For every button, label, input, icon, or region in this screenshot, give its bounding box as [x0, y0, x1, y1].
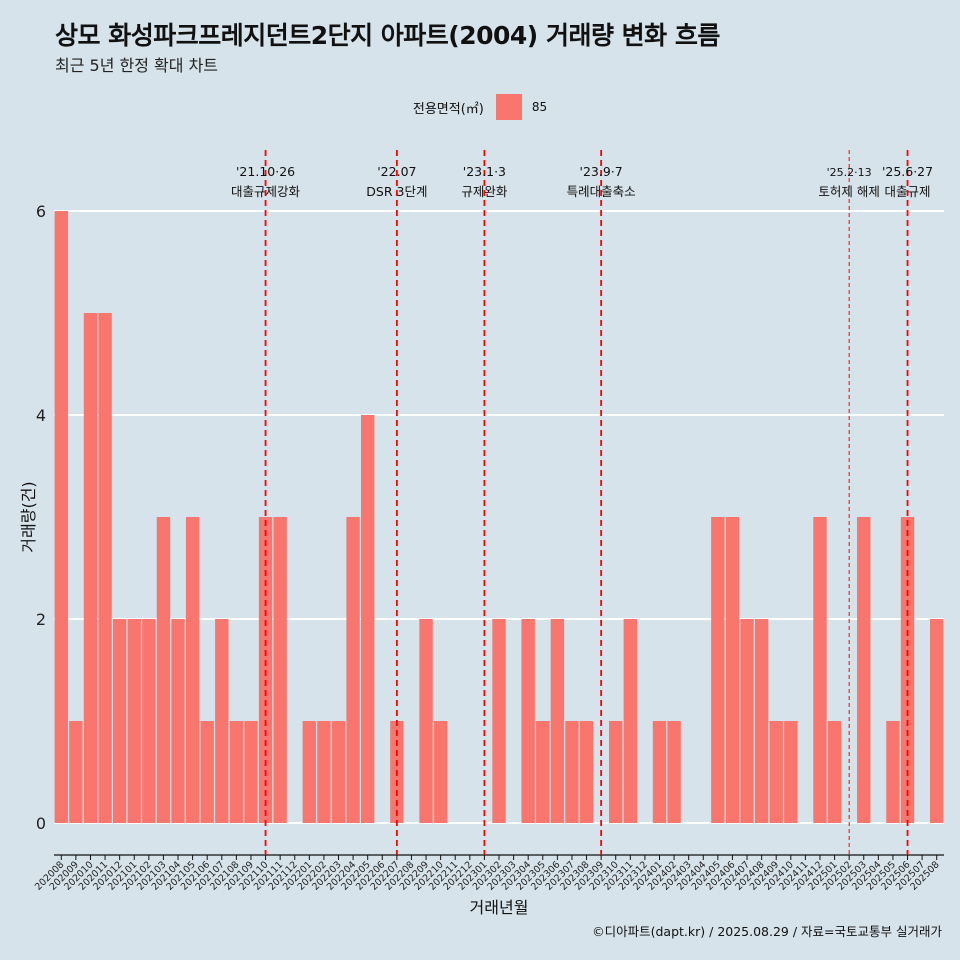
bar [784, 721, 798, 823]
bar [419, 619, 433, 823]
chart-title: 상모 화성파크프레지던트2단지 아파트(2004) 거래량 변화 흐름 [55, 21, 720, 50]
legend: 전용면적(㎡) 85 [0, 93, 960, 121]
bar [200, 721, 214, 823]
bar [609, 721, 623, 823]
bar [827, 721, 842, 823]
bar [185, 517, 200, 823]
bar [127, 619, 141, 823]
bar [769, 721, 783, 823]
legend-label-85: 85 [531, 100, 548, 114]
bar [579, 721, 594, 823]
source-caption: ©디아파트(dapt.kr) / 2025.08.29 / 자료=국토교통부 실… [592, 924, 942, 939]
legend-title: 전용면적(㎡) [412, 101, 484, 117]
bar [725, 517, 740, 823]
event-name-label: 토허제 해제 [818, 184, 879, 199]
event-date-label: '23.9·7 [580, 164, 623, 179]
bar [98, 313, 112, 823]
bar [492, 619, 506, 823]
bar [142, 619, 156, 823]
bar [667, 721, 681, 823]
bar [69, 721, 83, 823]
bar [754, 619, 769, 823]
bar [521, 619, 535, 823]
y-tick-label: 4 [36, 406, 46, 425]
event-date-label: '25.6·27 [882, 164, 933, 179]
bar [156, 517, 171, 823]
bar [360, 415, 375, 823]
event-name-label: 대출규제강화 [231, 184, 301, 199]
bar [83, 313, 98, 823]
bar [244, 721, 258, 823]
event-name-label: 규제완화 [461, 184, 508, 199]
bar [54, 211, 68, 823]
x-axis-title: 거래년월 [470, 898, 529, 917]
bar [711, 517, 725, 823]
event-date-label: '22.07 [377, 164, 416, 179]
bar [550, 619, 565, 823]
bar [623, 619, 638, 823]
bar [886, 721, 900, 823]
y-tick-label: 0 [36, 814, 46, 833]
bar [536, 721, 550, 823]
chart-subtitle: 최근 5년 한정 확대 차트 [55, 56, 219, 75]
bar [215, 619, 229, 823]
y-axis-title: 거래량(건) [19, 481, 38, 552]
legend-swatch [495, 94, 522, 120]
event-date-label: '23.1·3 [463, 164, 506, 179]
bar [433, 721, 448, 823]
event-date-label: '21.10·26 [236, 164, 295, 179]
bar [346, 517, 360, 823]
bar [171, 619, 185, 823]
event-name-label: 대출규제 [885, 184, 931, 199]
bar [302, 721, 317, 823]
bar [740, 619, 754, 823]
bar [930, 619, 944, 823]
y-tick-label: 6 [36, 202, 46, 221]
bar [229, 721, 244, 823]
bar [813, 517, 827, 823]
bar [331, 721, 346, 823]
y-tick-label: 2 [36, 610, 46, 629]
event-date-label: '25.2·13 [827, 166, 872, 179]
bar [317, 721, 331, 823]
event-name-label: 특례대출축소 [567, 184, 636, 199]
bar [565, 721, 579, 823]
event-name-label: DSR 3단계 [366, 184, 427, 199]
bar [273, 517, 287, 823]
bar [652, 721, 667, 823]
bar [112, 619, 127, 823]
bar [857, 517, 871, 823]
